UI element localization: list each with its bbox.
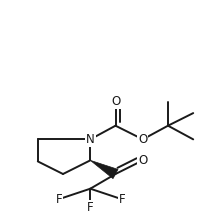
Text: F: F [118, 193, 125, 206]
Text: N: N [86, 133, 95, 146]
Text: O: O [138, 133, 147, 146]
Text: O: O [111, 95, 120, 108]
Text: F: F [55, 193, 62, 206]
Polygon shape [90, 160, 118, 179]
Text: F: F [87, 201, 94, 214]
Text: O: O [138, 154, 147, 167]
